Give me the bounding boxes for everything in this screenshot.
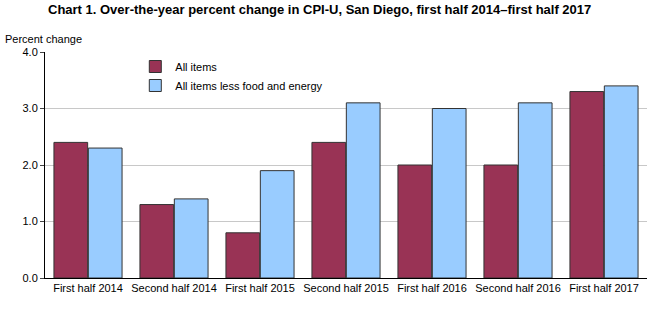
svg-text:Chart 1. Over-the-year percent: Chart 1. Over-the-year percent change in… — [48, 2, 591, 17]
svg-text:All items: All items — [175, 61, 217, 73]
svg-text:First half 2015: First half 2015 — [225, 282, 295, 294]
svg-text:Percent change: Percent change — [5, 33, 82, 45]
svg-text:All items less food and energy: All items less food and energy — [175, 80, 322, 92]
svg-text:Second half 2015: Second half 2015 — [303, 282, 389, 294]
svg-text:First half 2016: First half 2016 — [397, 282, 467, 294]
svg-text:First half 2014: First half 2014 — [53, 282, 123, 294]
svg-text:0.0: 0.0 — [23, 272, 38, 284]
svg-text:First half 2017: First half 2017 — [569, 282, 639, 294]
svg-text:Source: U.S. Bureau of Labor S: Source: U.S. Bureau of Labor Statistics. — [5, 325, 199, 326]
svg-text:Second half 2014: Second half 2014 — [131, 282, 217, 294]
svg-text:1.0: 1.0 — [23, 215, 38, 227]
svg-text:Second half 2016: Second half 2016 — [475, 282, 561, 294]
svg-text:3.0: 3.0 — [23, 102, 38, 114]
svg-text:4.0: 4.0 — [23, 46, 38, 58]
svg-text:2.0: 2.0 — [23, 159, 38, 171]
